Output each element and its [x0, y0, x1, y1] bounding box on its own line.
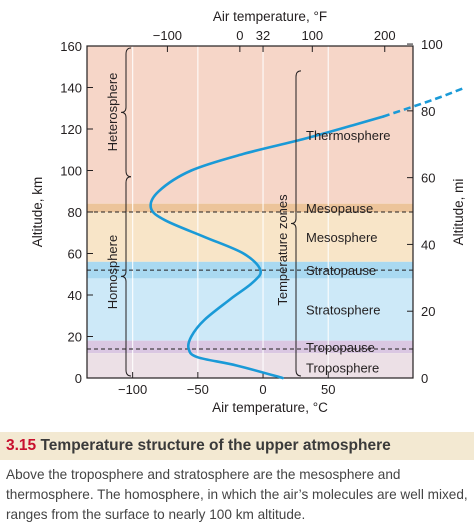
top-tick-label: 200 [374, 28, 396, 43]
temperature-curve-solid [149, 115, 385, 380]
layer-bands [87, 46, 413, 378]
left-tick-label: 60 [68, 247, 82, 262]
homosphere-bracket [120, 176, 132, 377]
heterosphere-bracket [120, 47, 132, 178]
layer-band-tropopause [87, 340, 413, 354]
bottom-tick-label: 50 [321, 382, 335, 397]
caption-title-text: Temperature structure of the upper atmos… [40, 437, 391, 454]
left-axis-title: Altitude, km [30, 177, 45, 248]
top-tick-label: 32 [256, 28, 270, 43]
bottom-tick-label: −100 [118, 382, 147, 397]
layer-band-stratosphere [87, 278, 413, 341]
right-tick-label: 0 [421, 371, 428, 386]
caption-body: Above the troposphere and stratosphere a… [6, 467, 468, 522]
left-tick-label: 160 [60, 39, 82, 54]
zone-label-mesopause: Mesopause [306, 201, 373, 216]
bottom-tick-label: −50 [187, 382, 209, 397]
layer-band-mesopause [87, 203, 413, 212]
caption-bar [0, 432, 474, 460]
top-tick-label: 0 [236, 28, 243, 43]
zone-label-stratopause: Stratopause [306, 263, 376, 278]
right-tick-label: 80 [421, 104, 435, 119]
layer-band-mesosphere [87, 212, 413, 262]
right-axis-title: Altitude, mi [451, 179, 466, 246]
caption-number: 3.15 [6, 437, 37, 454]
left-tick-label: 100 [60, 164, 82, 179]
right-tick-label: 60 [421, 171, 435, 186]
temperature-curve [149, 86, 466, 380]
temperature-zones-bracket [290, 70, 302, 377]
top-tick-label: −100 [153, 28, 182, 43]
zone-label-troposphere: Troposphere [306, 361, 379, 376]
top-tick-label: 100 [301, 28, 323, 43]
right-tick-label: 20 [421, 304, 435, 319]
top-axis-title: Air temperature, °F [213, 9, 327, 24]
left-tick-label: 20 [68, 330, 82, 345]
left-tick-label: 0 [75, 371, 82, 386]
heterosphere-label: Heterosphere [105, 73, 120, 152]
bottom-axis-title: Air temperature, °C [212, 400, 328, 415]
left-tick-label: 80 [68, 205, 82, 220]
bottom-tick-label: 0 [259, 382, 266, 397]
temperature-curve-dashed [382, 86, 466, 118]
boundary-dashed-lines [87, 211, 413, 350]
temperature-zones-label: Temperature zones [275, 194, 290, 306]
layer-band-troposphere [87, 353, 413, 378]
caption-title: 3.15 Temperature structure of the upper … [6, 437, 391, 455]
zone-label-mesosphere: Mesosphere [306, 230, 378, 245]
right-tick-label: 40 [421, 237, 435, 252]
right-tick-label: 100 [421, 37, 443, 52]
left-tick-label: 120 [60, 122, 82, 137]
layer-band-thermosphere [87, 46, 413, 204]
left-tick-label: 140 [60, 81, 82, 96]
homosphere-label: Homosphere [105, 235, 120, 309]
zone-label-thermosphere: Thermosphere [306, 128, 391, 143]
zone-label-stratosphere: Stratosphere [306, 303, 380, 318]
left-tick-label: 40 [68, 288, 82, 303]
sphere-brackets: Thermosphere Mesopause Mesosphere Stratopau… [120, 47, 391, 377]
zone-label-tropopause: Tropopause [306, 340, 375, 355]
